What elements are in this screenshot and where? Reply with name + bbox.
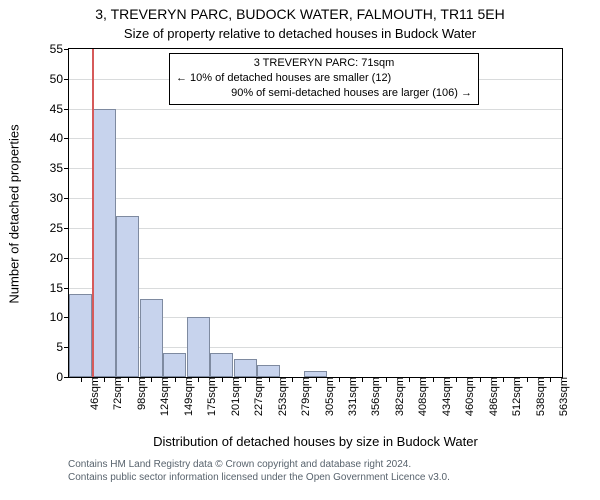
footer-attribution: Contains HM Land Registry data © Crown c… xyxy=(68,458,563,484)
x-tick-mark xyxy=(503,377,504,382)
x-tick-mark xyxy=(269,377,270,382)
x-tick-label: 460sqm xyxy=(460,377,476,416)
histogram-bar xyxy=(257,365,280,377)
histogram-bar xyxy=(140,299,163,377)
histogram-bar xyxy=(69,294,92,377)
x-tick-label: 253sqm xyxy=(273,377,289,416)
x-tick-label: 305sqm xyxy=(320,377,336,416)
footer-line-1: Contains HM Land Registry data © Crown c… xyxy=(68,458,563,471)
x-axis-label: Distribution of detached houses by size … xyxy=(68,434,563,449)
y-tick-label: 55 xyxy=(50,42,69,56)
x-tick-label: 149sqm xyxy=(179,377,195,416)
x-tick-label: 356sqm xyxy=(366,377,382,416)
histogram-bar xyxy=(210,353,233,377)
y-tick-label: 10 xyxy=(50,310,69,324)
subject-marker-line xyxy=(92,49,94,377)
annotation-line-2: ← 10% of detached houses are smaller (12… xyxy=(176,71,472,86)
x-tick-label: 382sqm xyxy=(390,377,406,416)
x-tick-mark xyxy=(198,377,199,382)
x-tick-label: 227sqm xyxy=(249,377,265,416)
x-tick-mark xyxy=(550,377,551,382)
x-tick-label: 486sqm xyxy=(484,377,500,416)
x-tick-mark xyxy=(128,377,129,382)
x-tick-label: 72sqm xyxy=(108,377,124,410)
x-tick-label: 512sqm xyxy=(507,377,523,416)
y-tick-label: 45 xyxy=(50,102,69,116)
x-tick-label: 331sqm xyxy=(343,377,359,416)
y-tick-label: 50 xyxy=(50,72,69,86)
x-tick-mark xyxy=(245,377,246,382)
x-tick-mark xyxy=(433,377,434,382)
x-tick-label: 98sqm xyxy=(132,377,148,410)
x-tick-label: 538sqm xyxy=(531,377,547,416)
annotation-line-3: 90% of semi-detached houses are larger (… xyxy=(176,86,472,101)
footer-line-2: Contains public sector information licen… xyxy=(68,471,563,484)
x-tick-mark xyxy=(339,377,340,382)
y-tick-label: 15 xyxy=(50,281,69,295)
y-tick-label: 25 xyxy=(50,221,69,235)
histogram-bar xyxy=(187,317,210,377)
x-tick-label: 124sqm xyxy=(155,377,171,416)
x-tick-label: 408sqm xyxy=(413,377,429,416)
x-tick-mark xyxy=(456,377,457,382)
y-axis-label: Number of detached properties xyxy=(7,124,22,303)
x-tick-mark xyxy=(292,377,293,382)
x-tick-mark xyxy=(104,377,105,382)
x-tick-label: 175sqm xyxy=(202,377,218,416)
histogram-bar xyxy=(116,216,139,377)
chart-plot-area: 3 TREVERYN PARC: 71sqm ← 10% of detached… xyxy=(68,48,563,378)
x-tick-mark xyxy=(362,377,363,382)
x-tick-mark xyxy=(81,377,82,382)
x-tick-label: 563sqm xyxy=(554,377,570,416)
x-tick-mark xyxy=(409,377,410,382)
x-tick-mark xyxy=(175,377,176,382)
x-tick-mark xyxy=(480,377,481,382)
y-tick-label: 35 xyxy=(50,161,69,175)
x-tick-label: 279sqm xyxy=(296,377,312,416)
y-tick-label: 30 xyxy=(50,191,69,205)
chart-subtitle: Size of property relative to detached ho… xyxy=(0,26,600,41)
y-tick-label: 40 xyxy=(50,131,69,145)
x-tick-label: 201sqm xyxy=(226,377,242,416)
x-tick-mark xyxy=(316,377,317,382)
chart-title: 3, TREVERYN PARC, BUDOCK WATER, FALMOUTH… xyxy=(0,6,600,22)
annotation-box: 3 TREVERYN PARC: 71sqm ← 10% of detached… xyxy=(169,53,479,105)
x-tick-mark xyxy=(386,377,387,382)
x-tick-label: 46sqm xyxy=(85,377,101,410)
x-tick-mark xyxy=(527,377,528,382)
y-tick-label: 5 xyxy=(56,340,69,354)
x-tick-mark xyxy=(151,377,152,382)
y-tick-label: 20 xyxy=(50,251,69,265)
histogram-bar xyxy=(234,359,257,377)
histogram-bar xyxy=(163,353,186,377)
histogram-bar xyxy=(93,109,116,377)
x-tick-mark xyxy=(222,377,223,382)
annotation-line-1: 3 TREVERYN PARC: 71sqm xyxy=(176,56,472,71)
y-tick-label: 0 xyxy=(56,370,69,384)
x-tick-label: 434sqm xyxy=(437,377,453,416)
